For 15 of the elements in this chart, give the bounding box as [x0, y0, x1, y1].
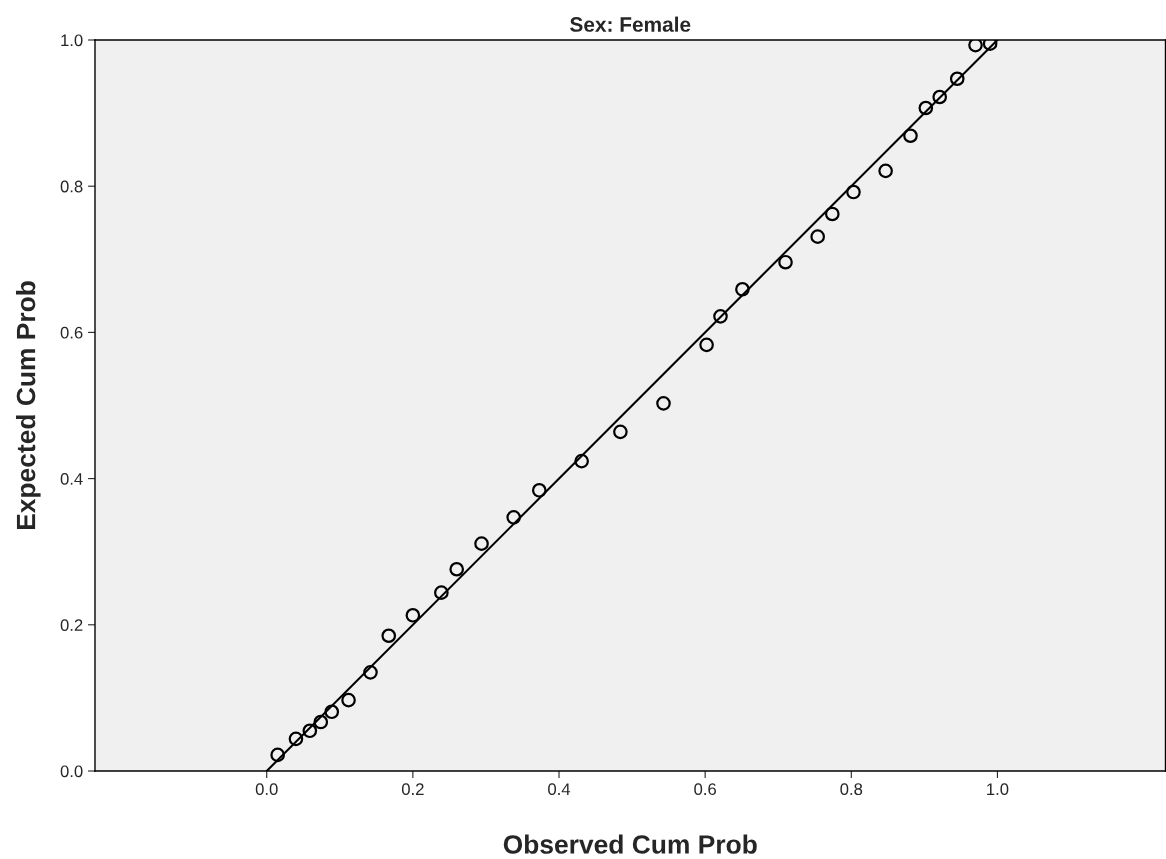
y-tick-label: 1.0 [61, 34, 83, 47]
chart-title: Sex: Female [570, 16, 691, 32]
y-tick-label: 0.2 [60, 619, 83, 631]
x-tick-label: 0.4 [548, 783, 571, 796]
x-axis-title: Observed Cum Prob [503, 834, 757, 854]
y-axis-title: Expected Cum Prob [15, 281, 41, 530]
y-tick-label: 0.0 [60, 765, 83, 778]
x-tick-label: 0.0 [255, 783, 278, 796]
x-tick-label: 1.0 [987, 783, 1009, 796]
x-tick-label: 0.2 [401, 783, 424, 796]
y-tick-label: 0.8 [60, 180, 83, 193]
x-tick-label: 0.8 [840, 783, 863, 796]
y-tick-label: 0.4 [60, 473, 83, 485]
x-tick-label: 0.6 [694, 783, 716, 796]
y-tick-label: 0.6 [60, 326, 83, 339]
